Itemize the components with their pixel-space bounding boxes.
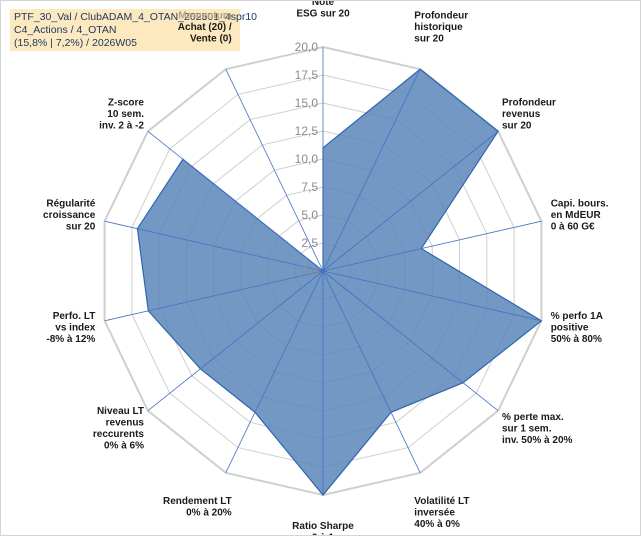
portfolio-stats: (15,8% | 7,2%) / 2026W05 (14, 37, 137, 49)
category-label: % perte max. sur 1 sem. inv. 50% à 20% (502, 412, 573, 446)
axis-line (322, 270, 542, 322)
tick-label: 2,5 (301, 236, 318, 250)
axis-line (225, 270, 324, 473)
tick-label: 7,5 (301, 180, 318, 194)
category-label: Régularité croissance sur 20 (43, 199, 96, 233)
portfolio-info-box: PTF_30_Val / ClubADAM_4_OTAN_202501_4spr… (10, 9, 257, 51)
category-label: Volatilité LT inversée 40% à 0% (414, 496, 469, 530)
axis-line (225, 69, 324, 272)
axis-line (322, 69, 421, 272)
axis-line (322, 270, 421, 473)
tick-label: 17,5 (295, 68, 319, 82)
category-label: Z-score 10 sem. inv. 2 à -2 (99, 98, 144, 132)
tick-label: 20,0 (295, 40, 319, 54)
category-label: Capi. bours. en MdEUR 0 à 60 G€ (551, 199, 609, 233)
category-label: Profondeur historique sur 20 (414, 11, 468, 45)
category-label: Momentum Achat (20) / Vente (0) (178, 11, 232, 45)
axis-line (322, 270, 499, 412)
tick-label: 15,0 (295, 96, 319, 110)
category-label: Note ESG sur 20 (296, 1, 350, 20)
portfolio-name: PTF_30_Val / ClubADAM_4_OTAN_202501_4spr… (14, 11, 257, 23)
category-label: Perfo. LT vs index -8% à 12% (46, 311, 95, 345)
axis-line (104, 220, 324, 272)
portfolio-category: C4_Actions / 4_OTAN (14, 24, 117, 36)
tick-label: 12,5 (295, 124, 319, 138)
series-area (136, 68, 543, 496)
category-label: Rendement LT 0% à 20% (163, 496, 232, 519)
axis-line (322, 220, 542, 272)
axis-line (147, 130, 324, 272)
axis-line (104, 270, 324, 322)
category-label: Profondeur revenus sur 20 (502, 98, 556, 132)
category-label: Ratio Sharpe0 à 1 (292, 521, 354, 536)
axis-line (322, 130, 499, 272)
tick-label: 5,0 (301, 208, 318, 222)
category-label: Niveau LT revenus reccurents 0% à 6% (93, 406, 145, 452)
tick-label: 10,0 (295, 152, 319, 166)
tick-label: 0,0 (301, 264, 318, 278)
axis-line (147, 270, 324, 412)
category-label: % perfo 1A positive 50% à 80% (551, 311, 603, 345)
